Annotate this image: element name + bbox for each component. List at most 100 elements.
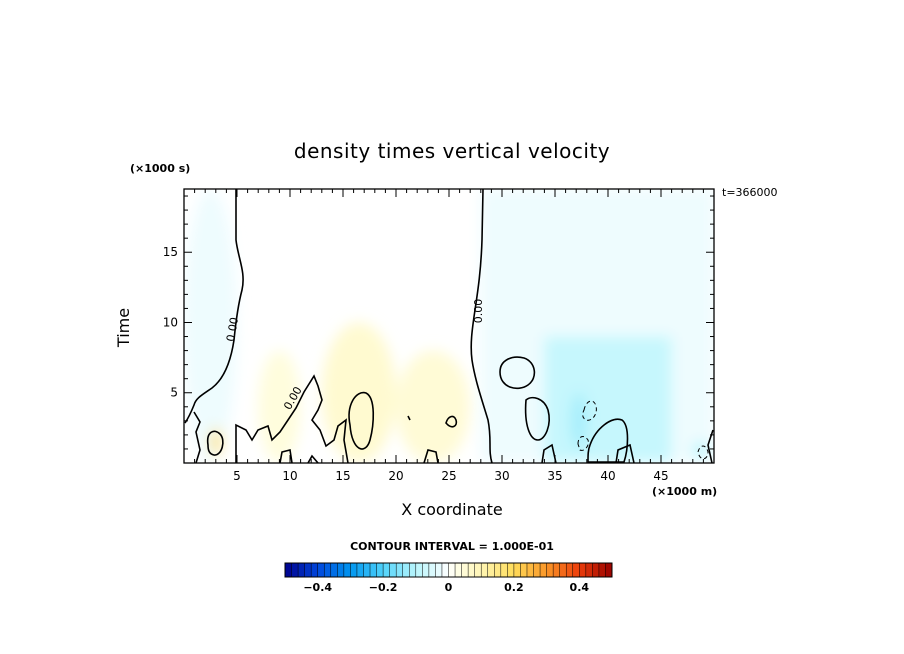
colorbar-cell [455,563,462,577]
ragged-contour-left [235,374,349,463]
colorbar-cell [435,563,443,577]
colorbar-cell [291,563,299,577]
closed-contour-4 [587,418,629,463]
x-tick-label: 30 [494,469,509,483]
colorbar-tick-label: 0 [445,581,453,594]
closed-contour-3 [206,430,224,456]
x-axis-label-text: X coordinate [401,500,503,519]
colorbar-cell [461,563,469,577]
heatmap-region-10 [692,441,709,459]
contour-fragment-g [279,449,293,463]
negative-contour-3 [697,445,709,460]
colorbar-cell [422,563,430,577]
contour-fragment-f [541,443,557,463]
colorbar-tick-label: 0.4 [570,581,590,594]
colorbar-cell [592,563,600,577]
colorbar-cell [311,563,319,577]
colorbar-cell [376,563,384,577]
colorbar: −0.4 −0.2 0 0.2 0.4 [284,562,613,594]
y-tick-label: 10 [163,315,178,329]
colorbar-cell [546,563,554,577]
colorbar-cell [298,563,306,577]
contour-label-center: 0.00 [472,299,485,324]
heatmap-region-6 [396,350,471,463]
closed-contour-1 [499,356,536,389]
axis-tick-labels: 5 10 15 20 25 30 35 40 45 5 10 15 [163,245,669,483]
colorbar-cell [337,563,345,577]
colorbar-cell [363,563,371,577]
heatmap-field [184,189,714,463]
colorbar-cell [389,563,397,577]
colorbar-cell [304,563,312,577]
colorbar-cell [441,563,449,577]
x-tick-label: 35 [547,469,562,483]
colorbar-cell [494,563,502,577]
contour-fragment-i [307,454,319,463]
colorbar-cell [598,563,606,577]
contour-interval-label: CONTOUR INTERVAL = 1.000E-01 [350,540,554,553]
negative-contours [577,400,709,460]
colorbar-cell [474,563,482,577]
contour-lines [184,189,714,463]
colorbar-cell [566,563,574,577]
colorbar-cell [481,563,489,577]
colorbar-cell [317,563,325,577]
colorbar-cell [285,563,292,577]
colorbar-cell [402,563,410,577]
colorbar-cell [526,563,534,577]
heatmap-region-8 [544,336,672,463]
contour-fragment-b [407,415,411,421]
colorbar-cell [487,563,495,577]
heatmap-blobs [184,189,714,463]
colorbar-tick-label: −0.2 [369,581,398,594]
x-tick-label: 15 [335,469,350,483]
colorbar-cell [585,563,593,577]
colorbar-cell [559,563,567,577]
contour-fragment-e [615,443,635,463]
colorbar-tick-label: 0.2 [504,581,524,594]
colorbar-cell [350,563,358,577]
heatmap-region-5 [258,350,301,463]
colorbar-cell [468,563,476,577]
colorbar-cell [520,563,528,577]
axis-ticks [183,189,715,464]
colorbar-cell [324,563,332,577]
closed-contour-2 [348,391,375,450]
colorbar-cell [605,563,613,577]
colorbar-cell [507,563,515,577]
colorbar-cell [409,563,417,577]
colorbar-cell [383,563,391,577]
colorbar-cell [370,563,377,577]
contour-fragment-h [423,449,439,463]
colorbar-cell [415,563,423,577]
contour-fragment-a [445,415,458,428]
heatmap-region-2 [210,427,222,456]
colorbar-cell [448,563,456,577]
colorbar-cell [579,563,587,577]
colorbar-cell [553,563,561,577]
colorbar-cell [500,563,508,577]
y-tick-label: 15 [163,245,178,259]
chart-title: density times vertical velocity [293,139,611,163]
contour-label-left: 0.00 [224,316,241,342]
colorbar-cell [343,563,351,577]
colorbar-frame [284,562,613,578]
closed-contour-5 [524,396,550,441]
heatmap-region-0 [184,189,237,463]
negative-contour-2 [577,436,589,451]
colorbar-cell [572,563,580,577]
colorbar-cell [396,563,404,577]
time-stamp: t=366000 [722,186,778,199]
x-tick-label: 10 [282,469,297,483]
zero-contour-center [470,189,493,463]
x-tick-label: 40 [600,469,615,483]
x-axis-multiplier: (×1000 m) [652,485,718,498]
x-tick-label: 20 [388,469,403,483]
heatmap-region-9 [570,392,587,449]
colorbar-cell [428,563,436,577]
negative-contour-1 [582,400,597,421]
colorbar-cell [356,563,364,577]
y-tick-label: 5 [170,386,178,400]
